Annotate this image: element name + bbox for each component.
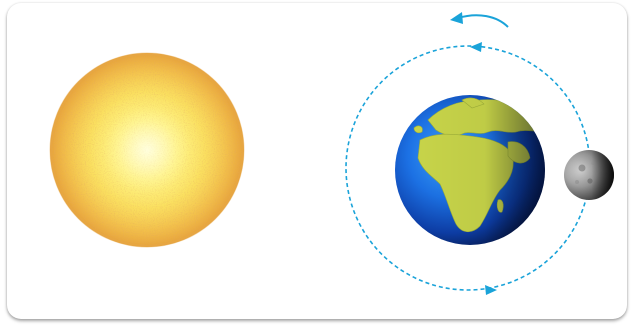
moon (564, 150, 614, 200)
earth (395, 95, 545, 245)
orbit-arrow-bottom-icon (485, 285, 497, 295)
orbit-arrow-top-icon (470, 42, 482, 52)
sun (49, 52, 245, 248)
rotation-arrow-icon (450, 12, 509, 28)
